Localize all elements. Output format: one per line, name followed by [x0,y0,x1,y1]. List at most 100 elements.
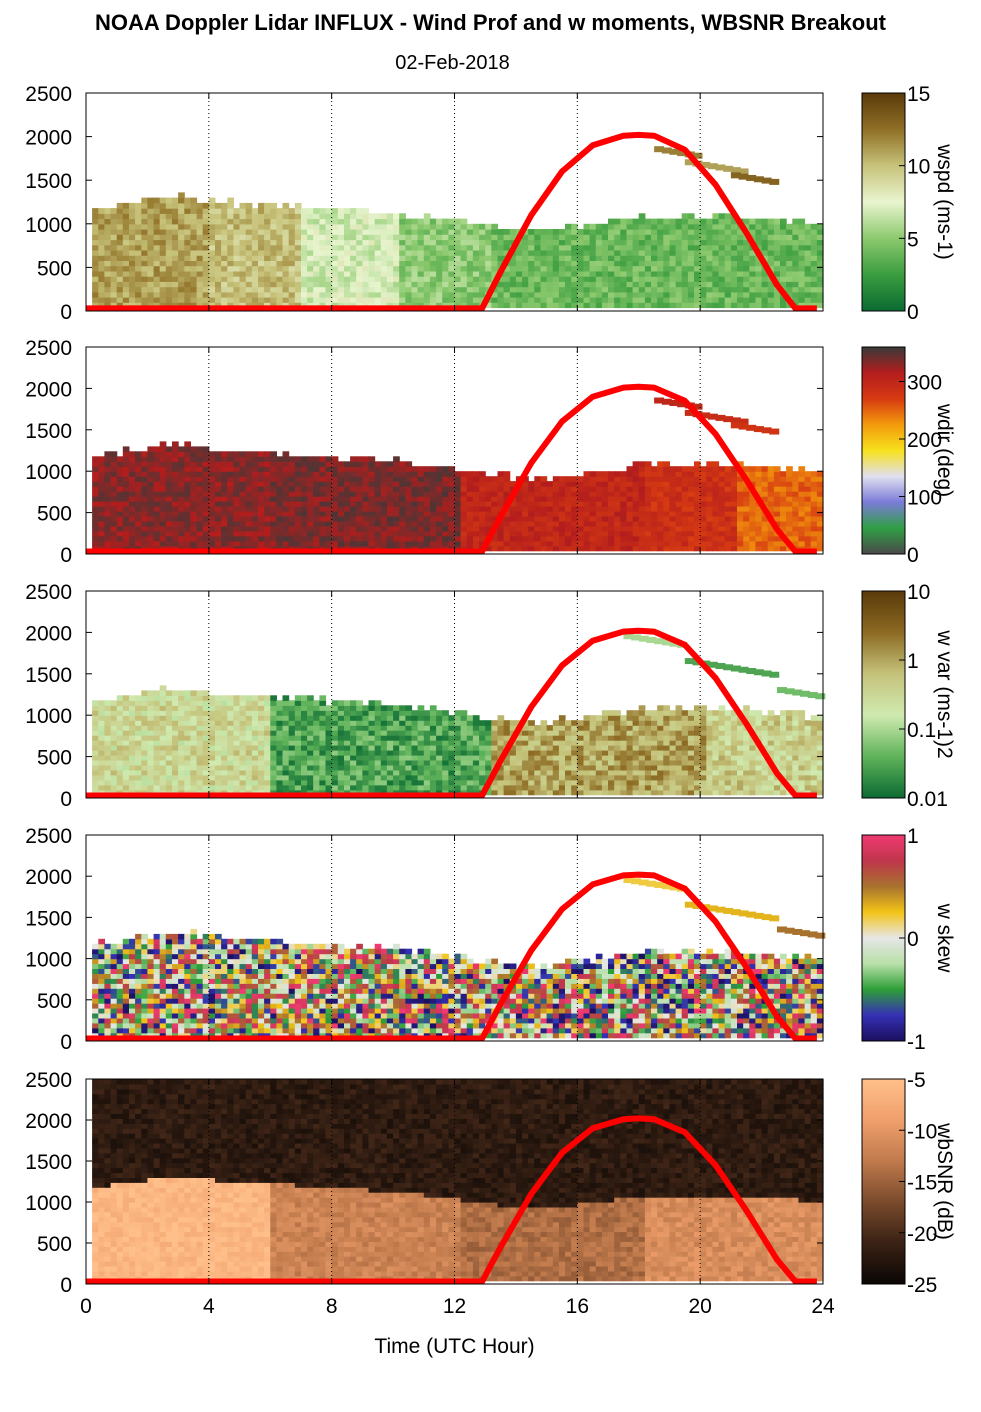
heatmap-cell [374,286,382,293]
heatmap-cell [724,481,732,487]
heatmap-cell [534,234,541,241]
heatmap-cell [411,250,419,256]
heatmap-cell [601,286,609,293]
heatmap-cell [135,451,142,457]
heatmap-cell [638,265,646,272]
heatmap-cell [651,265,658,272]
heatmap-cell [276,515,284,522]
heatmap-cell [669,520,677,527]
heatmap-cell [110,730,118,736]
heatmap-cell [276,244,284,251]
heatmap-cell [755,510,763,517]
heatmap-cell [116,530,124,537]
heatmap-cell [454,281,462,288]
heatmap-cell [577,486,584,492]
heatmap-cell [700,486,707,492]
heatmap-cell [423,510,431,517]
heatmap-cell [233,754,241,761]
heatmap-cell [700,471,707,477]
heatmap-cell [620,471,627,477]
heatmap-cell [227,535,234,542]
heatmap-cell [294,270,302,277]
heatmap-cell [687,291,695,298]
heatmap-cell [669,223,677,230]
heatmap-cell [485,276,492,282]
heatmap-cell [116,229,124,235]
heatmap-cell [135,530,142,537]
heatmap-cell [202,779,210,786]
heatmap-cell [331,270,339,277]
heatmap-cell [454,302,462,309]
heatmap-cell [208,456,216,462]
heatmap-cell [282,265,290,272]
heatmap-cell [110,476,118,482]
heatmap-cell [110,276,118,282]
heatmap-cell [466,244,474,251]
heatmap-cell [239,510,247,517]
heatmap-cell [196,764,204,771]
heatmap-cell [608,229,615,235]
heatmap-cell [172,297,179,303]
heatmap-cell [104,451,112,457]
heatmap-cell [399,291,406,298]
heatmap-cell [558,501,566,507]
heatmap-cell [313,461,320,467]
heatmap-cell [245,530,253,537]
heatmap-cell [129,244,136,251]
heatmap-cell [331,525,339,532]
heatmap-cell [577,520,584,527]
heatmap-cell [374,270,382,277]
heatmap-cell [307,302,314,309]
heatmap-cell [773,276,781,282]
heatmap-cell [558,291,566,298]
heatmap-cell [466,515,474,522]
heatmap-cell [393,510,400,517]
heatmap-cell [644,501,652,507]
heatmap-cell [135,769,142,776]
heatmap-cell [288,466,296,472]
heatmap-cell [264,260,271,267]
heatmap-cell [675,510,683,517]
heatmap-cell [730,250,738,256]
heatmap-cell [221,710,228,716]
heatmap-cell [632,229,640,235]
heatmap-cell [282,250,290,256]
heatmap-cell [577,481,584,487]
heatmap-cell [153,530,161,537]
heatmap-cell [565,276,572,282]
heatmap-cell [614,535,621,542]
heatmap-cell [202,302,210,309]
heatmap-cell [190,229,198,235]
heatmap-cell [429,260,437,267]
heatmap-cell [700,540,707,547]
heatmap-cell [276,466,284,472]
heatmap-cell [571,234,578,241]
heatmap-cell [270,302,277,309]
heatmap-cell [503,510,511,517]
heatmap-cell [92,735,99,741]
heatmap-cell [159,286,167,293]
heatmap-cell [153,695,161,701]
heatmap-cell [282,461,290,467]
heatmap-cell [159,769,167,776]
y-tick-label: 1000 [25,214,72,237]
heatmap-cell [706,486,713,492]
heatmap-cell [190,535,198,542]
heatmap-cell [669,486,677,492]
heatmap-cell [251,260,259,267]
heatmap-cell [147,234,155,241]
heatmap-cell [694,239,701,246]
heatmap-cell [540,530,548,537]
heatmap-cell [632,461,640,467]
heatmap-cell [92,740,99,746]
heatmap-cell [122,281,130,288]
heatmap-cell [350,244,357,251]
heatmap-cell [141,769,148,776]
heatmap-cell [663,476,670,482]
heatmap-cell [786,491,793,497]
heatmap-cell [761,281,769,288]
heatmap-cell [178,784,185,791]
heatmap-cell [534,286,541,293]
heatmap-cell [706,218,713,225]
heatmap-cell [374,218,382,225]
